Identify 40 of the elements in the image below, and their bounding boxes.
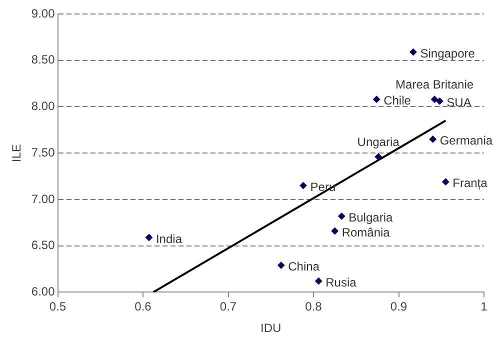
point xyxy=(429,136,436,143)
series-label: Chile xyxy=(384,94,412,108)
y-tick-label: 7.00 xyxy=(31,192,56,206)
x-tick-label: 0.5 xyxy=(49,300,66,314)
y-tick-label: 9.00 xyxy=(31,6,56,20)
point xyxy=(431,96,438,103)
y-tick-label: 7.50 xyxy=(31,145,56,160)
x-tick-label: 0.9 xyxy=(390,300,408,314)
point xyxy=(315,278,322,285)
point xyxy=(145,234,152,241)
point xyxy=(331,227,338,234)
y-axis-title: ILE xyxy=(10,144,24,162)
series-label: Bulgaria xyxy=(348,210,393,224)
x-axis-title: IDU xyxy=(260,321,282,336)
series-label: China xyxy=(288,260,320,274)
point xyxy=(436,98,444,105)
point xyxy=(278,262,285,269)
point xyxy=(442,178,450,186)
x-tick-label: 0.6 xyxy=(134,300,152,314)
series-label: Franța xyxy=(452,176,488,190)
point xyxy=(300,182,307,190)
series-label: Germania xyxy=(440,134,493,148)
point xyxy=(338,212,346,220)
y-tick-label: 6.50 xyxy=(31,238,56,252)
series-label: Ungaria xyxy=(357,135,400,150)
series-label: Marea Britanie xyxy=(396,78,474,92)
y-tick-label: 8.50 xyxy=(31,52,56,67)
series-label: SUA xyxy=(446,95,472,110)
series-label: India xyxy=(156,232,182,246)
point xyxy=(410,48,417,56)
point xyxy=(374,153,382,160)
series-label: Singapore xyxy=(420,46,476,60)
point xyxy=(373,96,380,103)
y-tick-label: 6.00 xyxy=(31,284,56,299)
x-tick-label: 1 xyxy=(480,300,488,314)
x-tick-label: 0.7 xyxy=(220,300,237,314)
y-tick-label: 8.00 xyxy=(31,99,56,114)
series-label: Rusia xyxy=(326,275,357,290)
x-tick-label: 0.8 xyxy=(305,300,322,314)
series-label: România xyxy=(342,225,390,240)
